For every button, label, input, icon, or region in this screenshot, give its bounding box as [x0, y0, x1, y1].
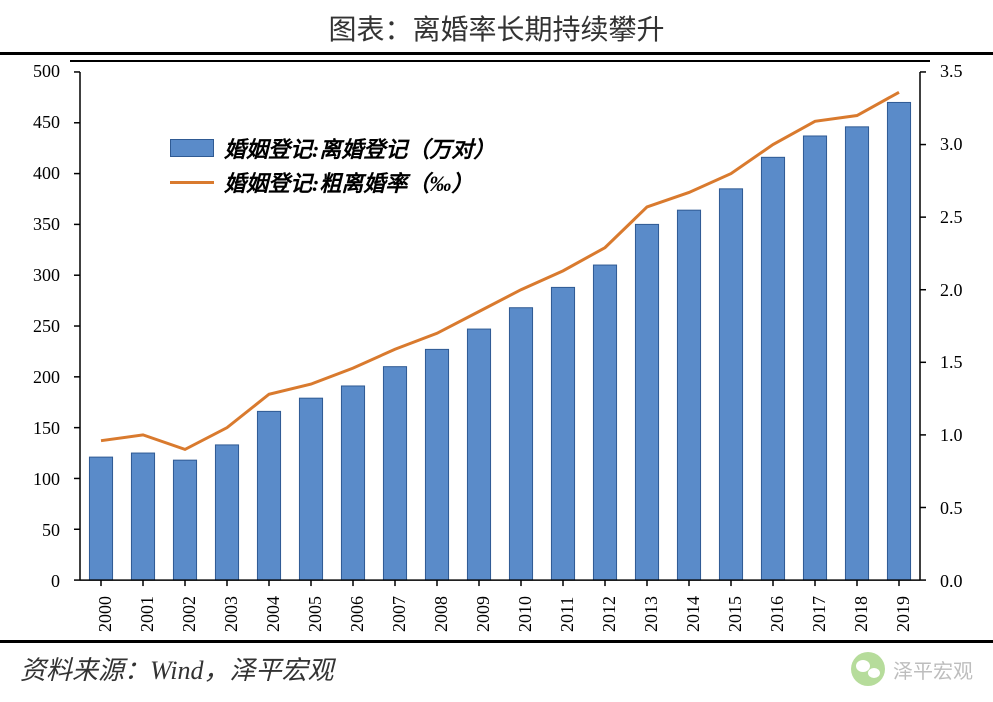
- legend-bar-label: 婚姻登记:离婚登记（万对）: [224, 132, 495, 164]
- x-tick-label: 2010: [515, 596, 536, 632]
- bar: [635, 224, 658, 580]
- x-tick-label: 2006: [347, 596, 368, 632]
- x-tick-label: 2000: [95, 596, 116, 632]
- chart-title: 图表：离婚率长期持续攀升: [0, 0, 993, 55]
- y2-tick-label: 1.0: [940, 425, 990, 446]
- x-tick-label: 2013: [641, 596, 662, 632]
- source-citation: 资料来源：Wind，泽平宏观: [20, 650, 333, 687]
- bar: [761, 157, 784, 580]
- y1-tick-label: 300: [10, 265, 60, 286]
- x-tick-label: 2001: [137, 596, 158, 632]
- x-tick-label: 2004: [263, 596, 284, 632]
- y2-tick-label: 3.0: [940, 134, 990, 155]
- bar: [341, 386, 364, 580]
- x-tick-label: 2015: [725, 596, 746, 632]
- y1-tick-label: 150: [10, 418, 60, 439]
- y2-tick-label: 1.5: [940, 352, 990, 373]
- y1-tick-label: 350: [10, 214, 60, 235]
- x-tick-label: 2002: [179, 596, 200, 632]
- figure-container: 图表：离婚率长期持续攀升 050100150200250300350400450…: [0, 0, 993, 702]
- bar: [89, 457, 112, 580]
- bottom-divider: [0, 640, 993, 643]
- x-tick-label: 2011: [557, 597, 578, 632]
- bar: [845, 127, 868, 580]
- y1-tick-label: 0: [10, 571, 60, 592]
- chart-legend: 婚姻登记:离婚登记（万对） 婚姻登记:粗离婚率（‰）: [170, 134, 495, 202]
- y2-tick-label: 2.0: [940, 280, 990, 301]
- wechat-label: 泽平宏观: [893, 655, 973, 684]
- bar: [509, 308, 532, 580]
- y1-tick-label: 200: [10, 367, 60, 388]
- x-tick-label: 2014: [683, 596, 704, 632]
- y1-tick-label: 50: [10, 520, 60, 541]
- y2-tick-label: 2.5: [940, 207, 990, 228]
- legend-line-label: 婚姻登记:粗离婚率（‰）: [224, 166, 473, 198]
- x-tick-label: 2007: [389, 596, 410, 632]
- x-tick-label: 2012: [599, 596, 620, 632]
- wechat-watermark: 泽平宏观: [851, 652, 973, 686]
- bar: [425, 349, 448, 580]
- x-tick-label: 2018: [851, 596, 872, 632]
- x-tick-label: 2005: [305, 596, 326, 632]
- x-tick-label: 2003: [221, 596, 242, 632]
- y1-tick-label: 500: [10, 61, 60, 82]
- y1-tick-label: 100: [10, 469, 60, 490]
- bar: [215, 445, 238, 580]
- y2-tick-label: 0.0: [940, 571, 990, 592]
- y1-tick-label: 450: [10, 112, 60, 133]
- bar: [173, 460, 196, 580]
- legend-line-swatch: [170, 181, 214, 184]
- bar: [551, 287, 574, 580]
- chart-plot-area: 050100150200250300350400450500 0.00.51.0…: [70, 60, 930, 600]
- x-tick-label: 2017: [809, 596, 830, 632]
- x-tick-label: 2016: [767, 596, 788, 632]
- x-tick-label: 2019: [893, 596, 914, 632]
- legend-bar-row: 婚姻登记:离婚登记（万对）: [170, 134, 495, 162]
- bar: [257, 411, 280, 580]
- bar: [803, 136, 826, 580]
- bar: [299, 398, 322, 580]
- x-tick-label: 2008: [431, 596, 452, 632]
- legend-bar-swatch: [170, 139, 214, 157]
- bar: [887, 102, 910, 580]
- legend-line-row: 婚姻登记:粗离婚率（‰）: [170, 168, 495, 196]
- y1-tick-label: 400: [10, 163, 60, 184]
- bar: [467, 329, 490, 580]
- x-tick-label: 2009: [473, 596, 494, 632]
- bar: [593, 265, 616, 580]
- y2-tick-label: 0.5: [940, 498, 990, 519]
- bar: [131, 453, 154, 580]
- wechat-icon: [851, 652, 885, 686]
- bar: [719, 189, 742, 580]
- y1-tick-label: 250: [10, 316, 60, 337]
- bar: [383, 367, 406, 580]
- bar: [677, 210, 700, 580]
- y2-tick-label: 3.5: [940, 61, 990, 82]
